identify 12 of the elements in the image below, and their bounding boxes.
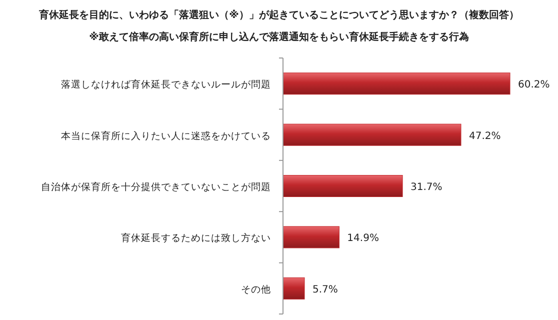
data-label: 14.9% bbox=[347, 233, 379, 244]
y-tick-label: 落選しなければ育休延長できないルールが問題 bbox=[61, 78, 271, 91]
data-label: 47.2% bbox=[468, 130, 501, 142]
y-tick-label: 本当に保育所に入りたい人に迷惑をかけている bbox=[61, 130, 271, 142]
chart-title: 育休延長を目的に、いわゆる「落選狙い（※）」が起きていることについてどう思いますか？（複数回答） bbox=[38, 9, 519, 21]
data-label: 60.2% bbox=[518, 80, 550, 91]
y-tick-label: 自治体が保育所を十分提供できていないことが問題 bbox=[41, 181, 271, 193]
data-label: 5.7% bbox=[312, 284, 338, 296]
y-tick-label: その他 bbox=[241, 283, 271, 296]
data-label: 31.7% bbox=[410, 182, 442, 193]
y-tick-label: 育休延長するためには致し方ない bbox=[121, 232, 271, 244]
chart-subtitle: ※敢えて倍率の高い保育所に申し込んで落選通知をもらい育休延長手続きをする行為 bbox=[89, 31, 469, 43]
